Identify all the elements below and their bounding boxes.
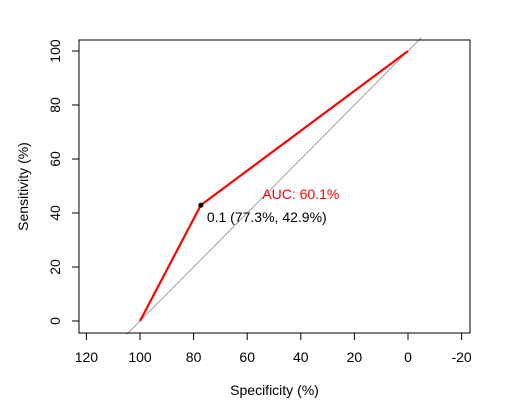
x-tick-label: 20 xyxy=(347,349,363,365)
threshold-point-layer xyxy=(198,202,204,208)
reference-diagonal-layer xyxy=(126,37,422,335)
x-tick-label: 0 xyxy=(404,349,412,365)
y-tick-label: 60 xyxy=(47,151,63,167)
x-tick-label: 40 xyxy=(293,349,309,365)
y-tick-label: 20 xyxy=(47,259,63,275)
y-tick-label: 40 xyxy=(47,205,63,221)
threshold-point-label: 0.1 (77.3%, 42.9%) xyxy=(207,209,327,225)
reference-diagonal-line xyxy=(126,37,422,335)
x-tick-label: 120 xyxy=(75,349,99,365)
y-tick-label: 80 xyxy=(47,97,63,113)
y-axis: 0 20 40 60 80 100 xyxy=(47,39,80,325)
y-axis-title: Sensitivity (%) xyxy=(15,142,31,231)
y-tick-label: 0 xyxy=(47,317,63,325)
y-tick-label: 100 xyxy=(47,39,63,63)
auc-label: AUC: 60.1% xyxy=(262,186,339,202)
x-tick-label: 100 xyxy=(128,349,152,365)
x-tick-label: 60 xyxy=(239,349,255,365)
x-axis-title: Specificity (%) xyxy=(230,382,319,398)
x-axis: 120 100 80 60 40 20 0 -20 xyxy=(75,332,472,365)
x-tick-label: -20 xyxy=(451,349,471,365)
threshold-point xyxy=(198,202,204,208)
x-tick-label: 80 xyxy=(186,349,202,365)
